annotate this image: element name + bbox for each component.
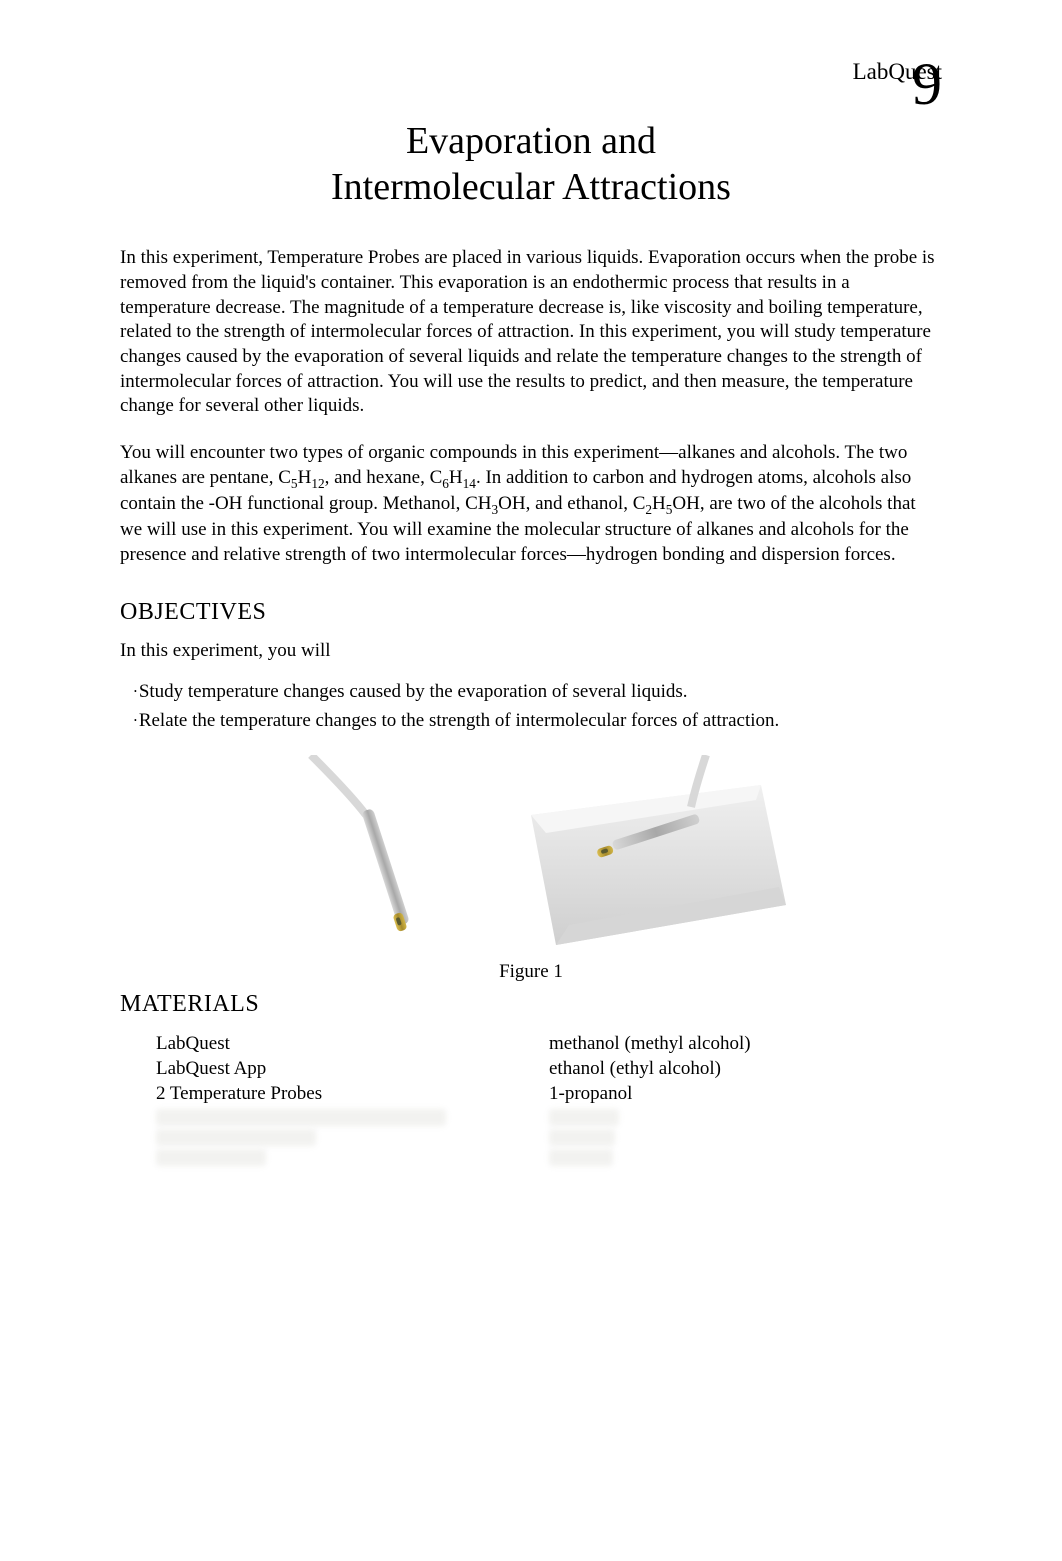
- material-item: methanol (methyl alcohol): [549, 1032, 942, 1057]
- figure-1: [120, 755, 942, 955]
- obscured-text: [156, 1129, 316, 1146]
- materials-heading: MATERIALS: [120, 991, 942, 1018]
- title-line-2: Intermolecular Attractions: [120, 165, 942, 211]
- figure-left-panel: [271, 755, 491, 955]
- sub-5: 5: [291, 475, 298, 490]
- lab-number: 9: [120, 57, 942, 111]
- figure-right-panel: [521, 755, 791, 955]
- page-title: Evaporation and Intermolecular Attractio…: [120, 119, 942, 210]
- objective-item-2: Relate the temperature changes to the st…: [120, 707, 942, 736]
- sub-12: 12: [311, 475, 324, 490]
- objectives-intro: In this experiment, you will: [120, 640, 942, 662]
- p2-mid2: , and hexane, C: [325, 467, 443, 488]
- document-page: LabQuest 9 Evaporation and Intermolecula…: [0, 0, 1062, 1206]
- material-item: ethanol (ethyl alcohol): [549, 1057, 942, 1082]
- obscured-text: [549, 1109, 619, 1126]
- materials-columns: LabQuest LabQuest App 2 Temperature Prob…: [156, 1032, 942, 1166]
- obscured-text: [549, 1149, 613, 1166]
- sub-14: 14: [463, 475, 476, 490]
- material-item: LabQuest App: [156, 1057, 549, 1082]
- material-item: 2 Temperature Probes: [156, 1082, 549, 1107]
- materials-left-column: LabQuest LabQuest App 2 Temperature Prob…: [156, 1032, 549, 1166]
- obscured-text: [549, 1129, 615, 1146]
- p2-h1: H: [298, 467, 312, 488]
- p2-h2: H: [449, 467, 463, 488]
- material-item: LabQuest: [156, 1032, 549, 1057]
- p2-h3: H: [652, 493, 666, 514]
- objective-item-1: Study temperature changes caused by the …: [120, 678, 942, 707]
- probe-right-icon: [521, 755, 791, 955]
- objectives-heading: OBJECTIVES: [120, 599, 942, 626]
- figure-caption: Figure 1: [120, 961, 942, 983]
- probe-left-icon: [271, 755, 491, 955]
- intro-paragraph-1: In this experiment, Temperature Probes a…: [120, 246, 942, 419]
- sub-6: 6: [442, 475, 449, 490]
- title-line-1: Evaporation and: [120, 119, 942, 165]
- obscured-text: [156, 1109, 446, 1126]
- material-item: 1-propanol: [549, 1082, 942, 1107]
- p2-mid5: OH, and ethanol, C: [498, 493, 645, 514]
- obscured-text: [156, 1149, 266, 1166]
- intro-paragraph-2: You will encounter two types of organic …: [120, 441, 942, 567]
- materials-right-column: methanol (methyl alcohol) ethanol (ethyl…: [549, 1032, 942, 1166]
- objectives-list: Study temperature changes caused by the …: [120, 678, 942, 735]
